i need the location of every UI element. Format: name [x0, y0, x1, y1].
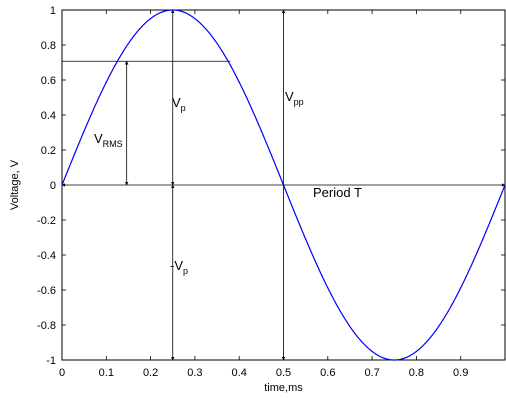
x-tick-label: 0	[59, 367, 65, 379]
vpp-label: Vpp	[285, 89, 304, 107]
labels: time,ms Voltage, V 0 0.1 0.2 0.3 0.4 0.5 0.6 0.…	[9, 5, 468, 394]
data-point	[393, 359, 395, 361]
data-point	[238, 81, 240, 83]
x-tick-label: 0.6	[320, 367, 335, 379]
y-tick-label: -0.6	[37, 285, 56, 297]
data-point	[460, 287, 462, 289]
vrms-label: VRMS	[94, 131, 123, 149]
data-point	[216, 42, 218, 45]
data-point	[127, 42, 130, 45]
data-point	[415, 350, 417, 353]
annotations	[61, 9, 506, 361]
y-tick-label: -0.2	[37, 215, 56, 227]
x-tick-label: 0.7	[364, 367, 379, 379]
y-tick-label: 1	[50, 5, 56, 17]
data-point	[482, 238, 484, 240]
data-point	[194, 17, 196, 20]
data-point	[83, 130, 85, 132]
data-point	[150, 17, 152, 20]
x-tick-label: 0.8	[409, 367, 424, 379]
period-label: Period T	[313, 185, 362, 200]
y-tick-label: -1	[46, 355, 56, 367]
neg-vp-label: -Vp	[170, 258, 188, 276]
y-tick-label: 0.2	[41, 145, 56, 157]
x-tick-label: 0.2	[143, 367, 158, 379]
data-point	[260, 130, 262, 132]
x-tick-label: 0.3	[187, 367, 202, 379]
data-point	[349, 325, 351, 328]
x-tick-label: 0.1	[99, 367, 114, 379]
y-tick-label: 0.4	[41, 110, 56, 122]
y-tick-label: 0.6	[41, 75, 56, 87]
y-tick-label: 0.8	[41, 40, 56, 52]
data-point	[305, 238, 307, 240]
x-axis-label: time,ms	[264, 382, 303, 394]
y-tick-label: -0.4	[37, 250, 56, 262]
y-tick-label: -0.8	[37, 320, 56, 332]
x-tick-label: 0.4	[232, 367, 247, 379]
y-axis-label: Voltage, V	[9, 159, 21, 210]
x-tick-label: 0.5	[276, 367, 291, 379]
data-point	[105, 81, 107, 83]
data-point	[327, 287, 329, 289]
vp-label: Vp	[172, 95, 186, 113]
data-point	[437, 325, 440, 328]
data-point	[371, 350, 373, 353]
y-tick-label: 0	[50, 180, 56, 192]
x-tick-label: 0.9	[453, 367, 468, 379]
